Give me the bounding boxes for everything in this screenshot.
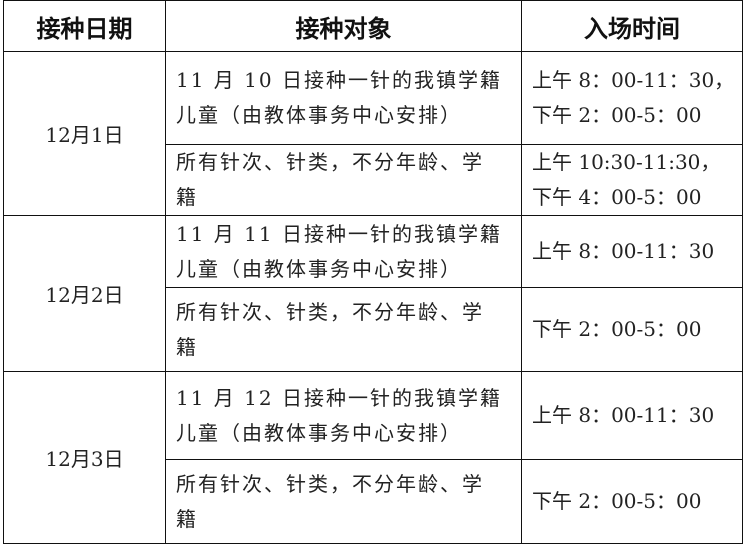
time-cell: 上午 8：00-11：30	[521, 371, 743, 460]
time-line: 下午 2：00-5：00	[532, 489, 702, 513]
date-cell: 12月1日	[3, 51, 166, 216]
time-cell: 上午 8：00-11：30	[521, 215, 743, 288]
time-cell: 上午 8：00-11：30， 下午 2：00-5：00	[521, 51, 743, 145]
table-row: 所有针次、针类，不分年龄、学籍下午 2：00-5：00	[4, 287, 743, 372]
header-row: 接种日期 接种对象 入场时间	[3, 0, 743, 52]
target-line: 所有针次、针类，不分年龄、学	[176, 471, 484, 496]
table-row: 所有针次、针类，不分年龄、学籍上午 10:30-11:30， 下午 4：00-5：…	[4, 144, 743, 216]
target-cell: 11 月 10 日接种一针的我镇学籍 儿童（由教体事务中心安排）	[165, 51, 522, 145]
target-line: 11 月 10 日接种一针的我镇学籍	[176, 68, 502, 92]
target-line: 11 月 12 日接种一针的我镇学籍	[176, 385, 502, 410]
target-line: 所有针次、针类，不分年龄、学	[176, 299, 484, 324]
target-line: 儿童（由教体事务中心安排）	[176, 420, 462, 445]
target-cell: 11 月 12 日接种一针的我镇学籍 儿童（由教体事务中心安排）	[165, 371, 522, 460]
header-time: 入场时间	[521, 0, 743, 52]
header-date: 接种日期	[3, 0, 166, 52]
time-cell: 上午 10:30-11:30， 下午 4：00-5：00	[521, 144, 743, 216]
target-line: 11 月 11 日接种一针的我镇学籍	[176, 221, 502, 246]
target-line: 籍	[176, 185, 198, 209]
date-cell: 12月3日	[3, 371, 166, 544]
vaccination-schedule-table: 接种日期 接种对象 入场时间 12月1日 11 月 10 日接种一针的我镇学籍 儿童…	[3, 0, 743, 544]
time-line: 下午 2：00-5：00	[532, 317, 702, 341]
target-line: 儿童（由教体事务中心安排）	[176, 103, 462, 127]
time-line: 下午 4：00-5：00	[532, 185, 702, 209]
header-target: 接种对象	[165, 0, 522, 52]
target-cell: 所有针次、针类，不分年龄、学籍	[165, 287, 522, 372]
time-line: 上午 8：00-11：30	[532, 239, 715, 263]
time-cell: 下午 2：00-5：00	[521, 459, 743, 544]
time-line: 上午 8：00-11：30	[532, 403, 715, 427]
time-cell: 下午 2：00-5：00	[521, 287, 743, 372]
table-row: 12月1日 11 月 10 日接种一针的我镇学籍 儿童（由教体事务中心安排） 上午 8…	[3, 51, 743, 216]
target-cell: 11 月 11 日接种一针的我镇学籍 儿童（由教体事务中心安排）	[165, 215, 522, 288]
table-row: 所有针次、针类，不分年龄、学籍下午 2：00-5：00	[4, 459, 743, 544]
target-line: 籍	[176, 506, 198, 531]
time-line: 下午 2：00-5：00	[532, 103, 702, 127]
target-line: 籍	[176, 334, 198, 359]
time-line: 上午 8：00-11：30，	[532, 68, 735, 92]
target-cell: 所有针次、针类，不分年龄、学籍	[165, 144, 522, 216]
table-row: 12月3日 11 月 12 日接种一针的我镇学籍 儿童（由教体事务中心安排） 上午 8…	[3, 371, 743, 544]
target-line: 所有针次、针类，不分年龄、学	[176, 150, 484, 174]
target-line: 儿童（由教体事务中心安排）	[176, 256, 462, 281]
time-line: 上午 10:30-11:30，	[532, 150, 721, 174]
table-row: 12月2日 11 月 11 日接种一针的我镇学籍 儿童（由教体事务中心安排） 上午 8…	[3, 215, 743, 372]
date-cell: 12月2日	[3, 215, 166, 372]
target-cell: 所有针次、针类，不分年龄、学籍	[165, 459, 522, 544]
